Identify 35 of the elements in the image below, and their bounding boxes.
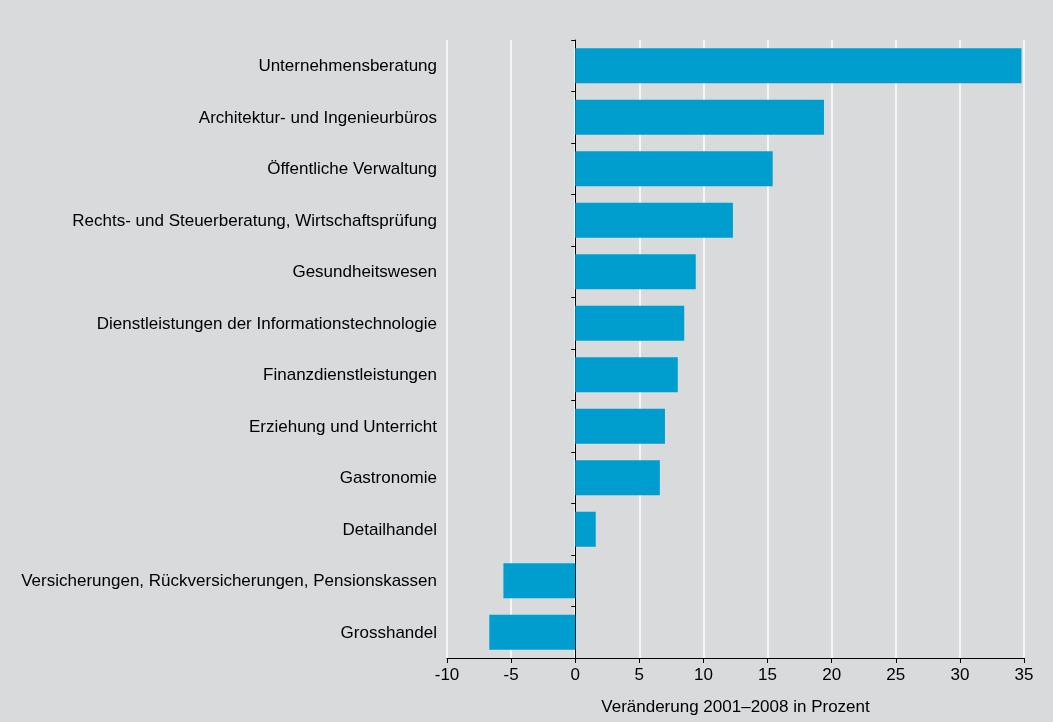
bar	[503, 563, 576, 599]
y-tick-label: Gesundheitswesen	[292, 262, 437, 282]
x-axis-title: Veränderung 2001–2008 in Prozent	[601, 697, 870, 716]
bar	[575, 305, 685, 341]
x-tick-label: 25	[886, 665, 906, 684]
x-tick-label: -5	[503, 665, 519, 684]
y-tick-label: Architektur- und Ingenieurbüros	[198, 107, 437, 127]
bar	[575, 408, 665, 444]
y-tick-label: Finanzdienstleistungen	[263, 365, 437, 385]
x-tick-label: -10	[434, 665, 460, 684]
y-tick-label: Detailhandel	[342, 519, 437, 539]
x-tick-label: 35	[1014, 665, 1034, 684]
bar	[575, 202, 733, 238]
y-tick-label: Dienstleistungen der Informationstechnologie	[96, 313, 437, 333]
y-tick-label: Gastronomie	[339, 468, 437, 488]
bar	[575, 99, 824, 135]
y-tick-label: Öffentliche Verwaltung	[267, 159, 437, 179]
y-tick-label: Versicherungen, Rückversicherungen, Pensionskassen	[21, 571, 437, 591]
bar	[489, 614, 576, 650]
y-tick-label: Grosshandel	[340, 622, 437, 642]
bar	[575, 460, 660, 496]
bar	[575, 357, 678, 393]
bar	[575, 511, 596, 547]
x-tick-label: 30	[950, 665, 970, 684]
x-tick-label: 20	[822, 665, 842, 684]
x-tick-label: 0	[570, 665, 580, 684]
bar	[575, 254, 696, 290]
x-tick-label: 15	[758, 665, 778, 684]
y-tick-label: Rechts- und Steuerberatung, Wirtschaftsprüfung	[72, 210, 437, 230]
bar	[575, 151, 773, 187]
bar	[575, 48, 1022, 84]
y-tick-label: Erziehung und Unterricht	[248, 416, 438, 436]
x-tick-label: 10	[693, 665, 713, 684]
y-tick-label: Unternehmensberatung	[258, 56, 437, 76]
x-tick-label: 5	[634, 665, 645, 684]
